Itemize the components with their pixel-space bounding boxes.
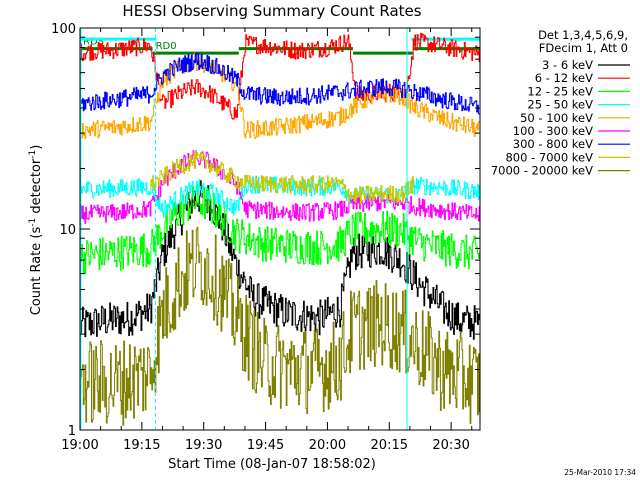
legend-header-line2: FDecim 1, Att 0 bbox=[539, 41, 628, 55]
legend-label-7: 800 - 7000 keV bbox=[505, 150, 593, 164]
series-line-7 bbox=[150, 150, 414, 204]
series-line-2 bbox=[80, 184, 480, 275]
y-axis-label-sup1: -1 bbox=[28, 218, 38, 227]
x-tick-label-3: 19:45 bbox=[247, 438, 284, 453]
legend-label-0: 3 - 6 keV bbox=[542, 58, 593, 72]
flag-label-0: RD0 bbox=[156, 41, 177, 52]
y-axis-label-part2: detector bbox=[29, 158, 44, 218]
series-line-8 bbox=[80, 226, 480, 426]
x-tick-label-1: 19:15 bbox=[123, 438, 160, 453]
legend-label-1: 6 - 12 keV bbox=[535, 71, 593, 85]
y-axis: 1 10 100 bbox=[51, 22, 480, 439]
legend-label-8: 7000 - 20000 keV bbox=[491, 164, 593, 178]
y-tick-label-0: 1 bbox=[68, 424, 76, 439]
y-tick-label-2: 100 bbox=[51, 22, 76, 37]
x-tick-label-5: 20:15 bbox=[371, 438, 408, 453]
y-axis-label-part3: ) bbox=[29, 145, 44, 150]
plot-area: RD0 RDS bbox=[80, 28, 481, 430]
chart-title: HESSI Observing Summary Count Rates bbox=[122, 2, 421, 20]
legend-label-5: 100 - 300 keV bbox=[513, 124, 593, 138]
footer-timestamp: 25-Mar-2010 17:34 bbox=[564, 468, 636, 477]
x-axis: 19:00 19:15 19:30 19:45 20:00 20:15 20:30 bbox=[61, 28, 473, 453]
x-axis-label: Start Time (08-Jan-07 18:58:02) bbox=[168, 457, 376, 472]
legend-label-2: 12 - 25 keV bbox=[527, 84, 593, 98]
x-tick-label-0: 19:00 bbox=[61, 438, 98, 453]
legend-label-3: 25 - 50 keV bbox=[527, 98, 593, 112]
x-tick-label-4: 20:00 bbox=[309, 438, 346, 453]
legend-label-6: 300 - 800 keV bbox=[513, 137, 593, 151]
series-line-4 bbox=[80, 52, 480, 139]
y-axis-label-sup2: -1 bbox=[28, 150, 38, 159]
legend: Det 1,3,4,5,6,9, FDecim 1, Att 0 3 - 6 k… bbox=[491, 28, 630, 178]
series-line-6 bbox=[80, 52, 480, 115]
y-axis-label-part1: Count Rate (s bbox=[29, 227, 44, 316]
series-line-1 bbox=[80, 32, 480, 120]
legend-label-4: 50 - 100 keV bbox=[520, 111, 593, 125]
y-axis-label: Count Rate (s-1 detector-1) bbox=[28, 145, 44, 316]
legend-header-line1: Det 1,3,4,5,6,9, bbox=[538, 28, 628, 42]
y-tick-label-1: 10 bbox=[59, 223, 76, 238]
x-tick-label-2: 19:30 bbox=[185, 438, 222, 453]
x-tick-label-6: 20:30 bbox=[432, 438, 469, 453]
flag-label-1: RDS bbox=[83, 37, 104, 48]
series-line-0 bbox=[80, 180, 480, 340]
series-line-5 bbox=[80, 150, 480, 224]
series-layer bbox=[80, 32, 480, 426]
